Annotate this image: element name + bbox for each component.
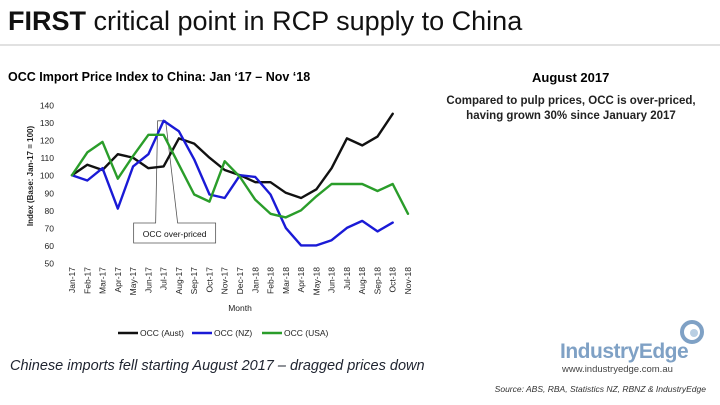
x-tick-label: Apr-17 xyxy=(113,267,123,293)
slide-title-bold: FIRST xyxy=(8,6,86,36)
slide-title-rest: critical point in RCP supply to China xyxy=(86,6,523,36)
x-tick-label: Jul-18 xyxy=(342,267,352,290)
x-tick-label: Sep-18 xyxy=(372,267,382,295)
y-tick-label: 140 xyxy=(40,101,54,111)
x-tick-label: Nov-17 xyxy=(220,267,230,295)
series-line-1 xyxy=(70,112,394,200)
y-tick-label: 130 xyxy=(40,118,54,128)
x-tick-label: Feb-17 xyxy=(82,267,92,294)
industryedge-logo: IndustryEdge www.industryedge.com.au xyxy=(556,320,706,376)
y-axis-title: Index (Base: Jan-17 = 100) xyxy=(26,126,35,227)
x-tick-label: Mar-18 xyxy=(281,267,291,294)
x-tick-label: May-18 xyxy=(311,267,321,296)
x-tick-label: Jan-18 xyxy=(250,267,260,293)
x-tick-label: Oct-17 xyxy=(204,267,214,293)
y-tick-label: 70 xyxy=(45,223,55,233)
x-tick-label: Aug-17 xyxy=(174,267,184,295)
label-layer: 50 60 70 80 90 100 110 120 130 140 Index (Base: Ja… xyxy=(26,101,413,314)
date-label: August 2017 xyxy=(532,70,610,85)
x-tick-label: Jul-17 xyxy=(159,267,169,290)
x-axis-title: Month xyxy=(228,303,252,313)
annotation-label: OCC over-priced xyxy=(143,229,207,239)
y-tick-label: 110 xyxy=(40,153,54,163)
logo-wordmark: IndustryEdge xyxy=(560,340,689,363)
slide-caption: Chinese imports fell starting August 201… xyxy=(10,358,425,374)
x-tick-label: Apr-18 xyxy=(296,267,306,293)
y-tick-label: 90 xyxy=(45,188,55,198)
line-chart: OCC over-priced 50 60 70 80 90 100 110 120 130 14… xyxy=(26,101,413,339)
logo-mark-icon xyxy=(680,320,704,344)
chart-title: OCC Import Price Index to China: Jan ‘17… xyxy=(8,70,311,84)
x-tick-label: Nov-18 xyxy=(403,267,413,295)
legend-label: OCC (NZ) xyxy=(214,328,252,338)
title-divider xyxy=(0,44,720,46)
source-note: Source: ABS, RBA, Statistics NZ, RBNZ & … xyxy=(494,384,706,394)
series-line-3 xyxy=(70,133,410,219)
y-tick-label: 60 xyxy=(45,241,55,251)
x-tick-label: Jan-17 xyxy=(67,267,77,293)
x-tick-label: Aug-18 xyxy=(357,267,367,295)
series-layer xyxy=(70,112,410,247)
x-tick-label: Dec-17 xyxy=(235,267,245,295)
chart-legend: OCC (Aust) OCC (NZ) OCC (USA) xyxy=(118,328,329,338)
y-tick-label: 120 xyxy=(40,136,54,146)
x-tick-label: Jun-17 xyxy=(143,267,153,293)
legend-label: OCC (USA) xyxy=(284,328,329,338)
slide-title: FIRST critical point in RCP supply to Ch… xyxy=(8,6,522,37)
series-line-2 xyxy=(70,119,394,247)
x-tick-label: Jun-18 xyxy=(327,267,337,293)
y-tick-label: 50 xyxy=(45,259,55,269)
logo-url: www.industryedge.com.au xyxy=(562,364,673,375)
y-tick-label: 100 xyxy=(40,171,54,181)
x-tick-label: Sep-17 xyxy=(189,267,199,295)
x-tick-label: Mar-17 xyxy=(98,267,108,294)
legend-label: OCC (Aust) xyxy=(140,328,184,338)
x-tick-label: Oct-18 xyxy=(388,267,398,293)
x-tick-label: Feb-18 xyxy=(266,267,276,294)
x-tick-label: May-17 xyxy=(128,267,138,296)
chart-note: Compared to pulp prices, OCC is over-pri… xyxy=(446,95,696,122)
y-tick-label: 80 xyxy=(45,206,55,216)
